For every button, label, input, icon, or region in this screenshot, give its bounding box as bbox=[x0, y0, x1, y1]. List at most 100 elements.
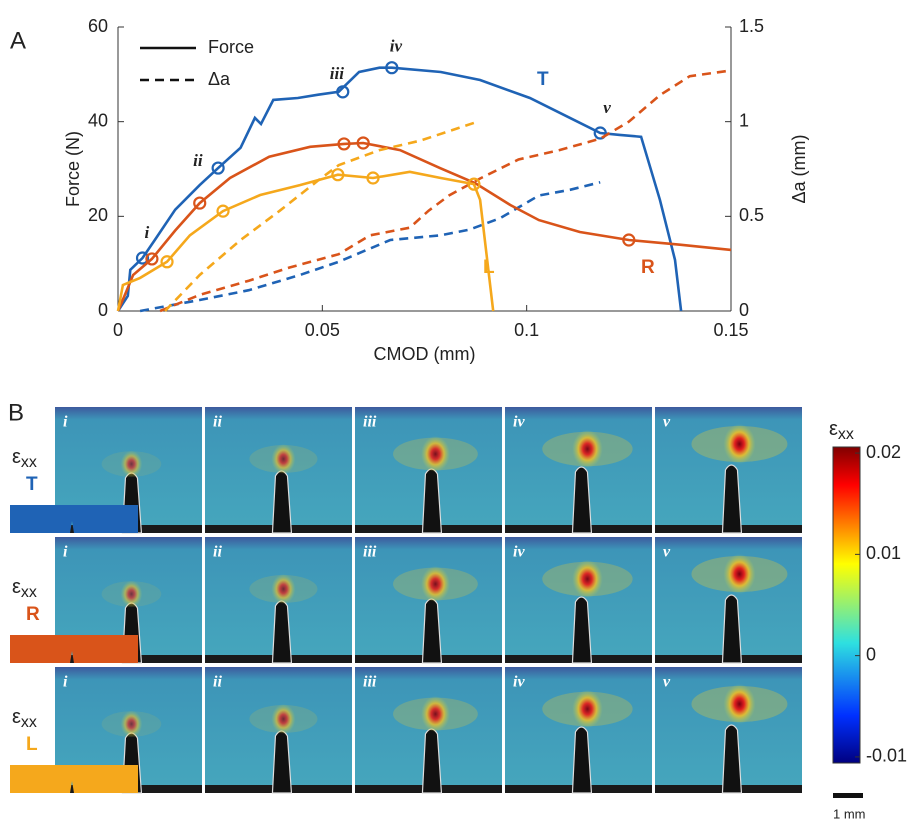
colorbar-title: εxx bbox=[829, 418, 854, 443]
strain-blob bbox=[723, 424, 756, 464]
dic-frame: iii bbox=[355, 667, 502, 794]
frame-label: iv bbox=[513, 414, 525, 431]
y2-axis-label: Δa (mm) bbox=[789, 134, 809, 203]
frame-label: ii bbox=[213, 544, 222, 561]
legend-label: Force bbox=[208, 37, 254, 57]
marker bbox=[145, 252, 159, 266]
y-tick-label: 20 bbox=[88, 205, 108, 225]
series-label: L bbox=[483, 257, 495, 278]
frame-label: iii bbox=[363, 674, 377, 691]
x-axis-label: CMOD (mm) bbox=[374, 344, 476, 364]
y2-tick-label: 1 bbox=[739, 110, 749, 130]
x-tick-label: 0.1 bbox=[514, 320, 539, 340]
marker bbox=[337, 137, 351, 151]
frame-label: v bbox=[663, 674, 671, 691]
specimen-icon bbox=[10, 505, 138, 533]
y-axis-label: Force (N) bbox=[63, 131, 83, 207]
colorbar-subscript: xx bbox=[838, 426, 854, 443]
marker bbox=[467, 177, 481, 191]
specimen-label: R bbox=[26, 604, 40, 625]
marker bbox=[211, 161, 225, 175]
force-line bbox=[116, 170, 495, 312]
series-label: T bbox=[537, 69, 549, 90]
strain-symbol: ε bbox=[12, 446, 21, 468]
colorbar-tick-label: 0 bbox=[866, 644, 876, 664]
dic-frame: v bbox=[655, 407, 802, 534]
scale-bar-label: 1 mm bbox=[833, 806, 866, 821]
y2-tick-label: 1.5 bbox=[739, 16, 764, 36]
y2-tick-label: 0.5 bbox=[739, 205, 764, 225]
strain-blob bbox=[572, 560, 603, 598]
marker-label: i bbox=[145, 223, 150, 242]
notch bbox=[721, 724, 743, 794]
dic-frame: iv bbox=[505, 667, 652, 794]
force-line bbox=[116, 141, 732, 312]
panel-label: A bbox=[10, 27, 26, 54]
dic-frame: ii bbox=[205, 537, 352, 664]
frame-label: i bbox=[63, 544, 68, 561]
notch bbox=[571, 466, 593, 534]
frame-label: iii bbox=[363, 544, 377, 561]
frame-label: iv bbox=[513, 544, 525, 561]
strain-blob bbox=[572, 690, 603, 728]
specimen-icon bbox=[10, 635, 138, 663]
colorbar-tick-label: 0.02 bbox=[866, 442, 901, 462]
legend-label: Δa bbox=[208, 69, 231, 89]
marker bbox=[593, 126, 607, 140]
marker-label: ii bbox=[193, 151, 203, 170]
frame-label: i bbox=[63, 414, 68, 431]
notch bbox=[721, 464, 743, 534]
y2-tick-label: 0 bbox=[739, 300, 749, 320]
notch bbox=[571, 726, 593, 794]
frame-label: v bbox=[663, 544, 671, 561]
marker bbox=[331, 168, 345, 182]
dic-frame: ii bbox=[205, 407, 352, 534]
marker-label: v bbox=[603, 98, 611, 117]
notch bbox=[721, 594, 743, 664]
crack-line bbox=[159, 69, 732, 313]
colorbar bbox=[832, 446, 861, 764]
marker bbox=[193, 196, 207, 210]
series-label: R bbox=[641, 257, 655, 278]
marker bbox=[356, 136, 370, 150]
frame-label: ii bbox=[213, 414, 222, 431]
specimen-label: T bbox=[26, 474, 38, 495]
strain-blob bbox=[421, 696, 450, 732]
strain-blob bbox=[421, 436, 450, 472]
panel-label: B bbox=[8, 399, 24, 426]
strain-label: εxx bbox=[12, 446, 37, 471]
strain-blob bbox=[120, 580, 143, 608]
marker bbox=[366, 171, 380, 185]
strain-blob bbox=[271, 444, 296, 474]
strain-subscript: xx bbox=[21, 584, 37, 601]
crack-line bbox=[164, 120, 479, 312]
dic-frame: iii bbox=[355, 407, 502, 534]
strain-blob bbox=[723, 684, 756, 724]
scale-bar bbox=[833, 793, 863, 798]
x-tick-label: 0 bbox=[113, 320, 123, 340]
frame-label: i bbox=[63, 674, 68, 691]
dic-frame: ii bbox=[205, 667, 352, 794]
notch bbox=[571, 596, 593, 664]
frame-label: v bbox=[663, 414, 671, 431]
colorbar-symbol: ε bbox=[829, 418, 838, 440]
marker bbox=[336, 85, 350, 99]
specimen-icon bbox=[10, 765, 138, 793]
dic-frame: v bbox=[655, 667, 802, 794]
strain-blob bbox=[271, 704, 296, 734]
marker-label: iv bbox=[390, 37, 403, 56]
colorbar-tick-label: 0.01 bbox=[866, 543, 901, 563]
frame-label: iv bbox=[513, 674, 525, 691]
dic-frame: iii bbox=[355, 537, 502, 664]
frame-label: ii bbox=[213, 674, 222, 691]
strain-blob bbox=[572, 430, 603, 468]
specimen-label: L bbox=[26, 734, 38, 755]
marker-label: iii bbox=[330, 64, 344, 83]
marker bbox=[385, 61, 399, 75]
strain-blob bbox=[421, 566, 450, 602]
marker bbox=[135, 251, 150, 265]
y-tick-label: 60 bbox=[88, 16, 108, 36]
frame-label: iii bbox=[363, 414, 377, 431]
strain-blob bbox=[120, 450, 143, 478]
